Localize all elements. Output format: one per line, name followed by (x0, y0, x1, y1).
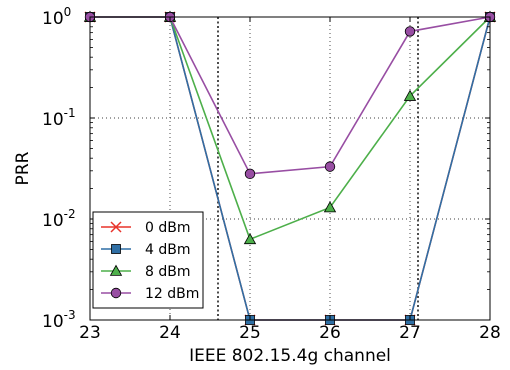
series-line (90, 16, 491, 175)
y-tick-label: 10-1 (42, 106, 76, 130)
series-line (90, 16, 491, 241)
legend-marker (111, 244, 121, 254)
y-tick-label: 10-3 (42, 308, 76, 332)
y-tick-exponent: -1 (64, 106, 76, 120)
data-point (404, 26, 416, 37)
legend-item: 8 dBm (101, 264, 191, 280)
x-tick-label: 26 (319, 323, 341, 343)
legend-label: 12 dBm (145, 286, 199, 302)
x-tick-label: 27 (399, 323, 421, 343)
legend-marker (110, 221, 122, 233)
x-axis-title: IEEE 802.15.4g channel (189, 346, 391, 366)
data-point (323, 201, 337, 213)
x-tick-label: 23 (79, 323, 101, 343)
legend-marker (110, 287, 122, 299)
y-axis-title: PRR (13, 151, 33, 185)
legend-item: 4 dBm (101, 242, 191, 258)
y-tick-label: 10-2 (42, 207, 76, 231)
y-tick-base: 10 (42, 110, 64, 130)
y-tick-exponent: 0 (64, 5, 72, 19)
x-tick-label: 25 (239, 323, 261, 343)
series-8-dbm (83, 10, 497, 245)
data-point (324, 161, 336, 172)
y-tick-base: 10 (42, 312, 64, 332)
legend-item: 0 dBm (101, 220, 191, 236)
legend-label: 8 dBm (145, 264, 191, 280)
x-tick-label: 28 (479, 323, 501, 343)
series-12-dbm (84, 11, 496, 180)
legend-item: 12 dBm (101, 286, 199, 302)
y-tick-exponent: -2 (64, 207, 76, 221)
y-tick-base: 10 (42, 9, 64, 29)
plot-frame (89, 16, 491, 321)
x-tick-label: 24 (159, 323, 181, 343)
data-point (403, 89, 417, 101)
legend-marker (109, 264, 123, 276)
legend: 0 dBm 4 dBm 8 dBm 12 dBm (92, 211, 204, 309)
y-tick-label: 100 (42, 5, 71, 29)
legend-label: 0 dBm (145, 220, 191, 236)
data-point (244, 168, 256, 180)
legend-label: 4 dBm (145, 242, 191, 258)
data-point (243, 232, 257, 245)
y-tick-exponent: -3 (64, 308, 76, 322)
y-tick-base: 10 (42, 211, 64, 231)
